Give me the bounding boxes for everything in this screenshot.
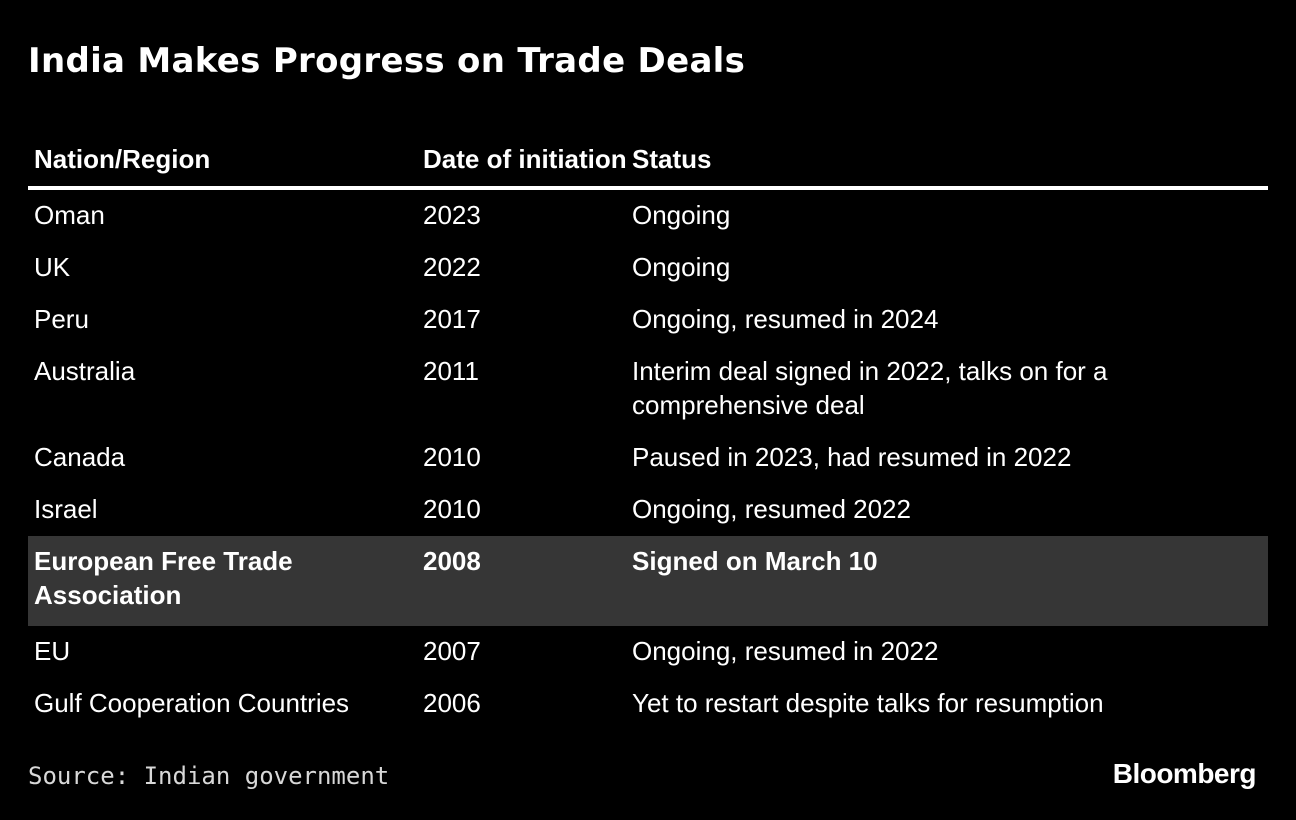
cell-nation: Gulf Cooperation Countries — [34, 688, 350, 718]
cell-nation: Australia — [34, 356, 136, 386]
chart-title: India Makes Progress on Trade Deals — [28, 41, 746, 81]
table-header: Nation/Region Date of initiation Status — [28, 108, 1268, 190]
column-header-status: Status — [632, 144, 712, 174]
table-row: Peru 2017 Ongoing, resumed in 2024 — [28, 294, 1268, 346]
cell-status: Paused in 2023, had resumed in 2022 — [632, 442, 1072, 472]
table-row: Israel 2010 Ongoing, resumed 2022 — [28, 484, 1268, 536]
cell-date: 2011 — [423, 356, 479, 386]
table-row: Canada 2010 Paused in 2023, had resumed in… — [28, 432, 1268, 484]
cell-nation: Oman — [34, 200, 105, 230]
cell-status: Ongoing — [632, 252, 731, 282]
cell-date: 2010 — [423, 442, 481, 472]
cell-nation: EU — [34, 636, 71, 666]
cell-status: Ongoing, resumed in 2022 — [632, 636, 939, 666]
source-note: Source: Indian government — [28, 762, 390, 790]
table-row: UK 2022 Ongoing — [28, 242, 1268, 294]
cell-nation: UK — [34, 252, 71, 282]
cell-status: Yet to restart despite talks for resumpt… — [632, 688, 1104, 718]
cell-nation: Israel — [34, 494, 98, 524]
cell-status: Ongoing, resumed 2022 — [632, 494, 911, 524]
trade-deals-table: Nation/Region Date of initiation Status … — [28, 108, 1268, 730]
table-body: Oman 2023 Ongoing UK 2022 Ongoing Peru 2017 Ongo… — [28, 190, 1268, 730]
cell-date: 2010 — [423, 494, 481, 524]
table-row: EU 2007 Ongoing, resumed in 2022 — [28, 626, 1268, 678]
cell-status: Ongoing, resumed in 2024 — [632, 304, 939, 334]
cell-date: 2023 — [423, 200, 481, 230]
cell-date: 2022 — [423, 252, 481, 282]
column-header-date: Date of initiation — [423, 144, 627, 174]
cell-nation: European Free Trade Association — [34, 546, 293, 610]
bloomberg-logo: Bloomberg — [1112, 758, 1257, 789]
cell-status: Interim deal signed in 2022, talks on fo… — [632, 356, 1108, 420]
table-row: Gulf Cooperation Countries 2006 Yet to res… — [28, 678, 1268, 730]
table-row-highlighted: European Free Trade Association 2008 Signe… — [28, 536, 1268, 626]
column-header-nation: Nation/Region — [34, 144, 211, 174]
table-row: Oman 2023 Ongoing — [28, 190, 1268, 242]
cell-nation: Peru — [34, 304, 89, 334]
cell-date: 2008 — [423, 546, 481, 576]
cell-nation: Canada — [34, 442, 126, 472]
cell-status: Signed on March 10 — [632, 546, 878, 576]
cell-date: 2007 — [423, 636, 481, 666]
cell-status: Ongoing — [632, 200, 731, 230]
table-row: Australia 2011 Interim deal signed in 2022… — [28, 346, 1268, 432]
cell-date: 2017 — [423, 304, 481, 334]
cell-date: 2006 — [423, 688, 481, 718]
